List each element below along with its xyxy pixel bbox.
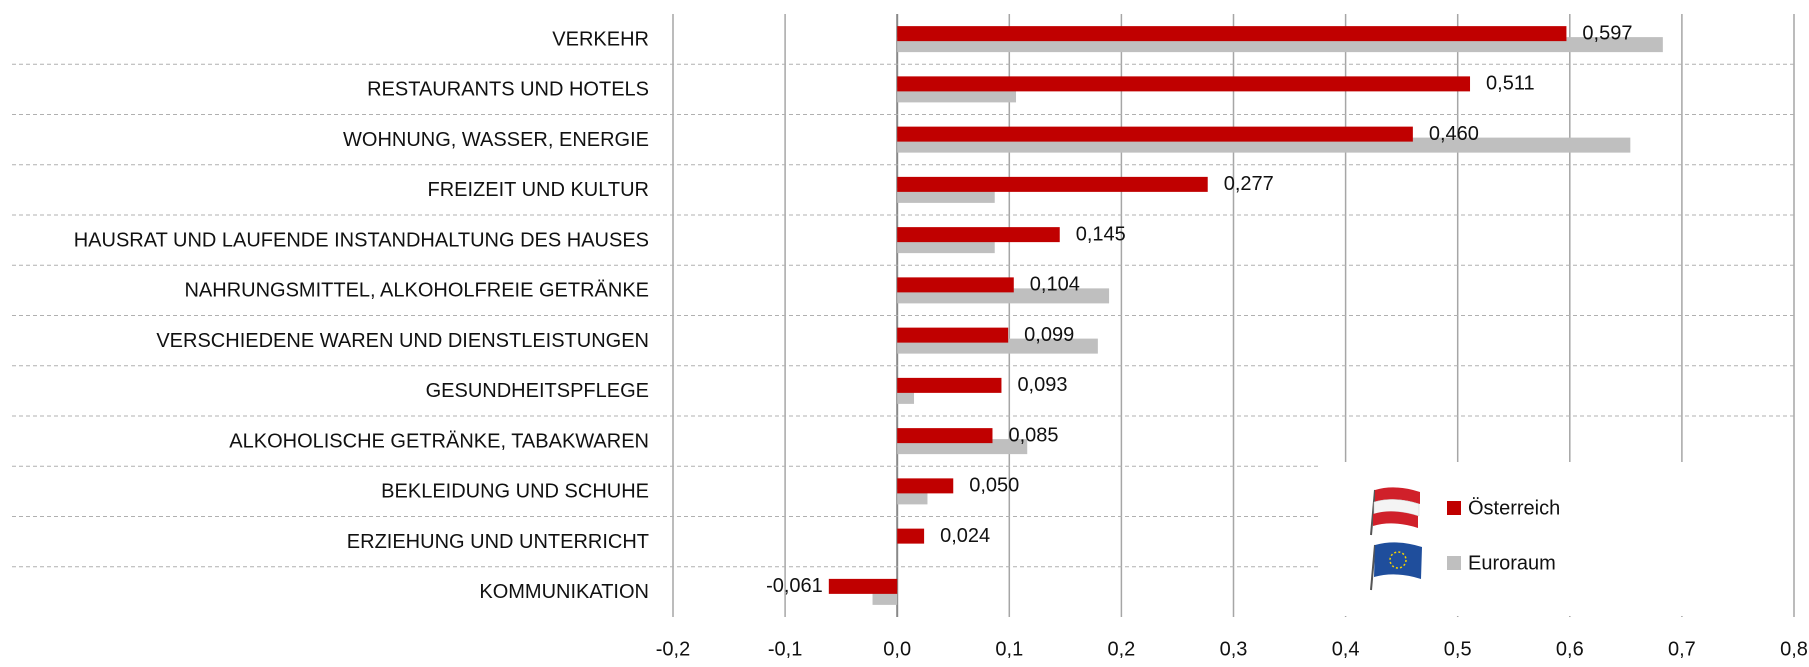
- value-label: 0,093: [1017, 374, 1067, 396]
- x-tick-label: 0,8: [1780, 638, 1808, 660]
- y-tick-label: BEKLEIDUNG UND SCHUHE: [381, 481, 649, 503]
- y-tick-label: KOMMUNIKATION: [479, 581, 649, 603]
- value-label: -0,061: [766, 575, 823, 597]
- bar: [828, 578, 898, 594]
- value-label: 0,050: [969, 475, 1019, 497]
- value-label: 0,460: [1429, 123, 1479, 145]
- value-label: 0,511: [1486, 73, 1535, 95]
- legend-box: [1322, 462, 1792, 616]
- y-tick-label: WOHNUNG, WASSER, ENERGIE: [343, 129, 649, 151]
- x-tick-label: -0,1: [768, 638, 802, 660]
- value-label: 0,597: [1582, 22, 1632, 44]
- bar: [897, 327, 1009, 343]
- row-separators: [12, 63, 1794, 568]
- bar: [897, 377, 1002, 393]
- legend-swatch: [1447, 501, 1461, 515]
- legend-label: Österreich: [1468, 497, 1560, 519]
- x-tick-label: 0,6: [1556, 638, 1584, 660]
- value-label: 0,085: [1008, 424, 1058, 446]
- x-tick-label: 0,2: [1107, 638, 1135, 660]
- bar: [897, 478, 954, 494]
- bars: [828, 26, 1663, 605]
- bar: [897, 528, 925, 544]
- x-tick-label: 0,7: [1668, 638, 1696, 660]
- bar: [897, 76, 1471, 92]
- y-tick-label: ALKOHOLISCHE GETRÄNKE, TABAKWAREN: [229, 430, 649, 452]
- y-tick-label: ERZIEHUNG UND UNTERRICHT: [347, 531, 649, 553]
- y-tick-label: NAHRUNGSMITTEL, ALKOHOLFREIE GETRÄNKE: [184, 280, 649, 302]
- legend: Österreich Euroraum: [1322, 462, 1792, 616]
- y-tick-label: RESTAURANTS UND HOTELS: [367, 79, 649, 101]
- x-tick-label: 0,3: [1220, 638, 1248, 660]
- legend-label: Euroraum: [1468, 552, 1556, 574]
- x-tick-label: -0,2: [656, 638, 690, 660]
- bar: [897, 227, 1060, 243]
- y-tick-label: GESUNDHEITSPFLEGE: [426, 380, 649, 402]
- austria-flag: [1370, 487, 1420, 536]
- bar: [897, 26, 1567, 42]
- y-tick-label: VERSCHIEDENE WAREN UND DIENSTLEISTUNGEN: [156, 330, 649, 352]
- x-tick-label: 0,4: [1332, 638, 1360, 660]
- value-label: 0,024: [940, 525, 990, 547]
- bar: [897, 176, 1208, 192]
- y-tick-label: HAUSRAT UND LAUFENDE INSTANDHALTUNG DES …: [74, 229, 649, 251]
- value-label: 0,099: [1024, 324, 1074, 346]
- x-tick-label: 0,0: [883, 638, 911, 660]
- value-label: 0,145: [1076, 223, 1126, 245]
- y-tick-label: FREIZEIT UND KULTUR: [428, 179, 650, 201]
- x-tick-label: 0,1: [995, 638, 1023, 660]
- eu-flag: [1370, 542, 1422, 591]
- bar: [897, 277, 1014, 293]
- bar: [897, 428, 993, 444]
- value-label: 0,104: [1030, 274, 1080, 296]
- y-tick-label: VERKEHR: [552, 28, 649, 50]
- value-label: 0,277: [1224, 173, 1274, 195]
- bar: [897, 126, 1413, 142]
- legend-swatch: [1447, 556, 1461, 570]
- x-tick-label: 0,5: [1444, 638, 1472, 660]
